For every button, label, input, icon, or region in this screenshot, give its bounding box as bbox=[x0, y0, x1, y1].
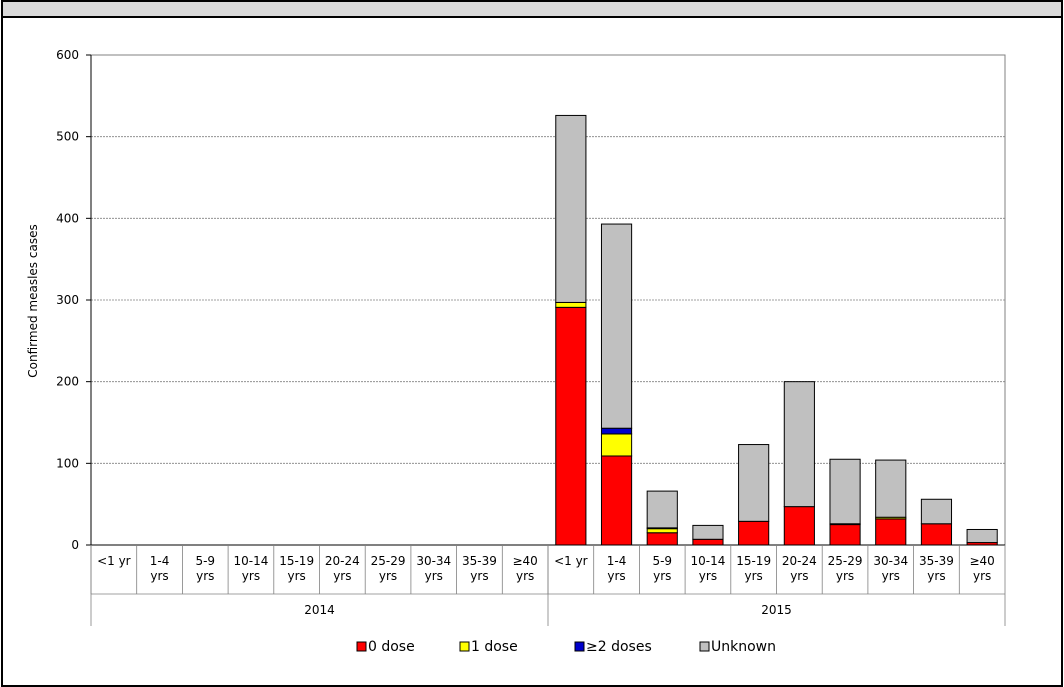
bars bbox=[555, 114, 998, 546]
y-tick-label: 600 bbox=[56, 48, 79, 62]
bar-segment-0-dose bbox=[692, 538, 724, 546]
grid-lines bbox=[90, 54, 1006, 546]
bar-segment-1-dose bbox=[646, 528, 678, 534]
bar-segment-0-dose bbox=[783, 506, 815, 546]
bar-segment--2-doses bbox=[600, 427, 633, 435]
bar-segment-0-dose bbox=[829, 524, 861, 546]
legend-swatch bbox=[356, 641, 367, 652]
legend-label: Unknown bbox=[711, 639, 776, 655]
x-tick-label: 35-39 yrs bbox=[919, 554, 954, 583]
x-tick-label: 15-19 yrs bbox=[736, 554, 771, 583]
legend-swatch bbox=[574, 641, 585, 652]
legend-label: 1 dose bbox=[471, 639, 518, 655]
legend-label: ≥2 doses bbox=[586, 639, 652, 655]
bar-segment-1-dose bbox=[600, 433, 633, 457]
x-tick-label: 30-34 yrs bbox=[416, 554, 451, 583]
x-tick-label: 5-9 yrs bbox=[652, 554, 672, 583]
bar-segment-unknown bbox=[966, 528, 998, 544]
bar-segment-0-dose bbox=[920, 523, 953, 546]
x-tick-label: 10-14 yrs bbox=[691, 554, 726, 583]
x-tick-label: 20-24 yrs bbox=[325, 554, 360, 583]
bar-segment-unknown bbox=[738, 444, 770, 522]
bar-segment-unknown bbox=[555, 114, 587, 303]
group-label: 2014 bbox=[304, 603, 335, 617]
x-tick-label: ≥40 yrs bbox=[512, 554, 537, 583]
bar-segment-unknown bbox=[829, 458, 861, 525]
bar-segment-unknown bbox=[692, 524, 724, 540]
x-tick-label: 1-4 yrs bbox=[607, 554, 627, 583]
x-tick-label: 20-24 yrs bbox=[782, 554, 817, 583]
x-tick-label: <1 yr bbox=[554, 554, 588, 568]
y-tick-label: 100 bbox=[56, 456, 79, 470]
x-tick-label: 25-29 yrs bbox=[371, 554, 406, 583]
y-tick-label: 400 bbox=[56, 211, 79, 225]
bar-segment-0-dose bbox=[646, 532, 678, 546]
y-tick-label: 200 bbox=[56, 375, 79, 389]
legend-label: 0 dose bbox=[368, 639, 415, 655]
legend: 0 dose 1 dose ≥2 doses Unknown bbox=[356, 639, 776, 655]
y-axis-label: Confirmed measles cases bbox=[26, 224, 40, 377]
x-tick-label: 10-14 yrs bbox=[234, 554, 269, 583]
y-tick-label: 500 bbox=[56, 130, 79, 144]
x-tick-label: 25-29 yrs bbox=[828, 554, 863, 583]
bar-segment-0-dose bbox=[738, 520, 770, 546]
legend-swatch bbox=[699, 641, 710, 652]
x-tick-label: 35-39 yrs bbox=[462, 554, 497, 583]
x-tick-label: <1 yr bbox=[97, 554, 131, 568]
group-label: 2015 bbox=[761, 603, 792, 617]
bar-segment-unknown bbox=[646, 490, 678, 529]
x-tick-label: ≥40 yrs bbox=[969, 554, 994, 583]
y-tick-label: 0 bbox=[71, 538, 79, 552]
bar-segment-unknown bbox=[783, 381, 815, 508]
bar-segment-0-dose bbox=[600, 455, 633, 546]
bar-segment-unknown bbox=[920, 498, 953, 525]
x-tick-label: 1-4 yrs bbox=[150, 554, 170, 583]
bar-segment-0-dose bbox=[875, 518, 907, 546]
axes: 0 100 200 300 400 500 600 <1 yr 1-4 yrs 5-9 yrs 10-1… bbox=[56, 48, 1006, 626]
x-tick-label: 30-34 yrs bbox=[873, 554, 908, 583]
x-tick-label: 5-9 yrs bbox=[195, 554, 215, 583]
x-tick-label: 15-19 yrs bbox=[279, 554, 314, 583]
chart-header-strip bbox=[3, 2, 1061, 18]
bar-segment-unknown bbox=[875, 459, 907, 518]
bar-segment-unknown bbox=[600, 223, 633, 429]
bar-segment-1-dose bbox=[555, 301, 587, 308]
legend-swatch bbox=[459, 641, 470, 652]
bar-segment-0-dose bbox=[555, 306, 587, 546]
y-tick-label: 300 bbox=[56, 293, 79, 307]
